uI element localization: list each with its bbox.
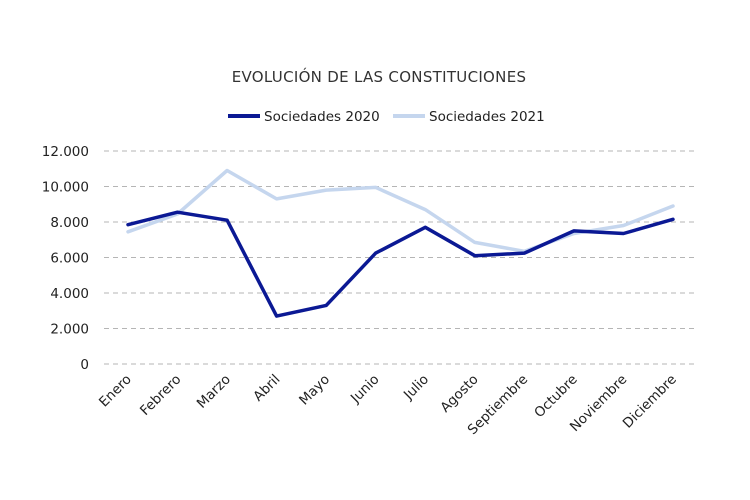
y-tick-label: 12.000 bbox=[42, 144, 89, 160]
series-line-2020 bbox=[126, 210, 675, 318]
x-tick-label: Abril bbox=[250, 372, 283, 405]
legend-item-2020: Sociedades 2020 bbox=[228, 109, 380, 125]
x-axis-ticks: Enero Febrero Marzo Abril Mayo Junio Julio Agos… bbox=[96, 372, 680, 439]
legend-label-2020: Sociedades 2020 bbox=[264, 109, 380, 125]
x-tick-label: Mayo bbox=[296, 372, 333, 409]
y-tick-label: 4.000 bbox=[50, 286, 89, 302]
x-tick-label: Diciembre bbox=[620, 372, 680, 432]
x-tick-label: Junio bbox=[347, 372, 382, 407]
x-tick-label: Marzo bbox=[194, 372, 234, 412]
y-tick-label: 10.000 bbox=[42, 180, 89, 196]
y-axis-ticks: 0 2.000 4.000 6.000 8.000 10.000 12.000 bbox=[42, 144, 89, 373]
x-tick-label: Febrero bbox=[137, 372, 184, 419]
x-tick-label: Octubre bbox=[531, 372, 581, 422]
x-tick-label: Julio bbox=[400, 372, 432, 404]
y-tick-label: 6.000 bbox=[50, 251, 89, 267]
legend: Sociedades 2020 Sociedades 2021 bbox=[228, 109, 545, 125]
x-tick-label: Agosto bbox=[437, 372, 481, 416]
gridlines bbox=[104, 150, 698, 365]
legend-item-2021: Sociedades 2021 bbox=[393, 109, 545, 125]
series-lines bbox=[126, 168, 675, 318]
y-tick-label: 0 bbox=[80, 357, 89, 373]
legend-label-2021: Sociedades 2021 bbox=[429, 109, 545, 125]
x-tick-label: Enero bbox=[96, 372, 135, 411]
y-tick-label: 2.000 bbox=[50, 322, 89, 338]
y-tick-label: 8.000 bbox=[50, 215, 89, 231]
chart-title: EVOLUCIÓN DE LAS CONSTITUCIONES bbox=[232, 67, 527, 86]
